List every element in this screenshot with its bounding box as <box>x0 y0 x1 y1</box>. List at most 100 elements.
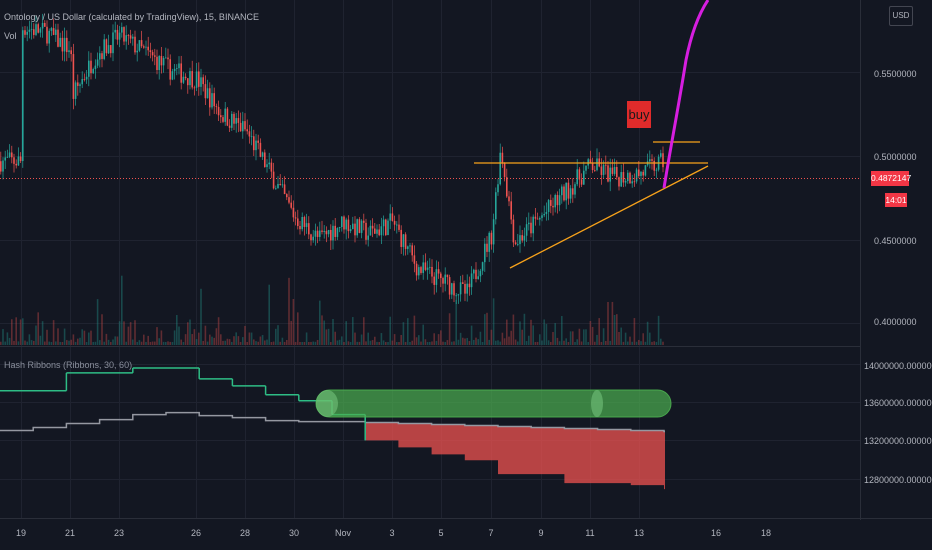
volume-bar <box>547 340 550 345</box>
candle-body <box>371 225 374 229</box>
candle-body <box>281 184 284 186</box>
candle-body <box>341 216 343 228</box>
volume-bar <box>638 339 640 345</box>
candle-body <box>0 161 2 172</box>
candle-body <box>510 201 512 220</box>
candle-body <box>550 200 552 206</box>
volume-bar <box>365 341 367 345</box>
volume-bar <box>319 300 321 345</box>
volume-bar <box>259 336 262 345</box>
candle-body <box>184 76 187 79</box>
time-tick: 18 <box>761 528 771 538</box>
volume-bar <box>59 341 61 345</box>
volume-bar <box>646 321 649 345</box>
candle-body <box>261 152 264 157</box>
volume-bar <box>341 336 343 345</box>
volume-bar <box>468 341 471 345</box>
candle-body <box>264 152 266 168</box>
time-tick: 28 <box>240 528 250 538</box>
candle-body <box>576 169 578 185</box>
candle-body <box>325 230 328 235</box>
volume-bar <box>323 320 325 345</box>
symbol-title[interactable]: Ontology / US Dollar (calculated by Trad… <box>4 12 259 22</box>
volume-bar <box>440 330 442 345</box>
candle-body <box>534 216 537 219</box>
time-axis[interactable]: 19 21 23 26 28 30 Nov 3 5 7 9 11 13 16 1… <box>16 528 771 538</box>
candle-body <box>420 267 422 273</box>
volume-bar <box>151 341 154 345</box>
volume-bar <box>519 321 521 345</box>
candle-body <box>310 234 312 241</box>
time-tick: 3 <box>389 528 394 538</box>
volume-bar <box>193 329 196 345</box>
volume-bar <box>165 341 167 345</box>
candle-body <box>580 179 583 185</box>
buy-signal-label[interactable]: buy <box>627 101 651 128</box>
candle-body <box>506 177 508 197</box>
candle-body <box>46 26 48 44</box>
volume-bar <box>215 328 218 345</box>
volume-bar <box>233 336 235 345</box>
volume-bar <box>222 340 224 345</box>
currency-button[interactable]: USD <box>889 6 913 26</box>
volume-bar <box>332 318 334 345</box>
candle-body <box>462 282 464 284</box>
volume-bar <box>455 299 457 345</box>
indicator-title[interactable]: Hash Ribbons (Ribbons, 30, 60) <box>4 360 133 370</box>
candle-body <box>363 220 365 223</box>
volume-bar <box>101 314 103 345</box>
volume-bar <box>202 340 204 345</box>
volume-bar <box>642 333 644 345</box>
volume-bar <box>488 339 490 345</box>
volume-bar <box>305 332 308 345</box>
volume-bar <box>382 340 385 345</box>
candle-body <box>354 223 356 236</box>
candle-body <box>512 219 515 243</box>
candle-body <box>220 115 222 118</box>
volume-bar <box>499 341 501 345</box>
volume-bar <box>138 340 141 345</box>
volume-bar <box>360 334 363 345</box>
volume-label[interactable]: Vol <box>4 31 17 41</box>
candle-body <box>288 197 290 203</box>
hash-ribbons-pane[interactable] <box>0 367 672 490</box>
volume-bar <box>173 330 176 345</box>
candle-body <box>327 229 330 235</box>
price-candles[interactable] <box>0 13 664 305</box>
volume-bar <box>550 341 552 345</box>
ascending-support-trendline[interactable] <box>509 165 709 269</box>
volume-bar <box>578 328 581 345</box>
volume-bar <box>411 340 413 345</box>
volume-bar <box>624 332 627 345</box>
volume-bar <box>283 341 286 345</box>
time-tick: 23 <box>114 528 124 538</box>
candle-body <box>556 194 559 206</box>
candle-body <box>48 30 50 44</box>
candle-body <box>37 24 39 33</box>
candle-body <box>459 282 462 295</box>
candle-body <box>453 283 455 296</box>
candle-body <box>77 82 79 86</box>
candle-body <box>374 228 376 234</box>
volume-bar <box>565 338 567 345</box>
volume-bar <box>352 317 354 345</box>
candle-body <box>543 213 545 216</box>
volume-bar <box>587 341 589 345</box>
candle-body <box>609 167 611 182</box>
volume-bar <box>402 322 405 345</box>
volume-bar <box>8 337 11 345</box>
candle-body <box>451 283 453 295</box>
price-axis[interactable]: 0.5500000 0.5000000 0.4500000 0.4000000 <box>874 69 917 327</box>
candle-body <box>39 28 42 33</box>
candle-body <box>558 195 561 206</box>
volume-bar <box>85 341 88 345</box>
volume-bar <box>217 317 220 345</box>
volume-bar <box>66 340 68 345</box>
candle-body <box>642 171 644 176</box>
projection-path[interactable] <box>662 0 710 189</box>
candle-body <box>103 39 105 59</box>
candle-body <box>297 218 299 226</box>
